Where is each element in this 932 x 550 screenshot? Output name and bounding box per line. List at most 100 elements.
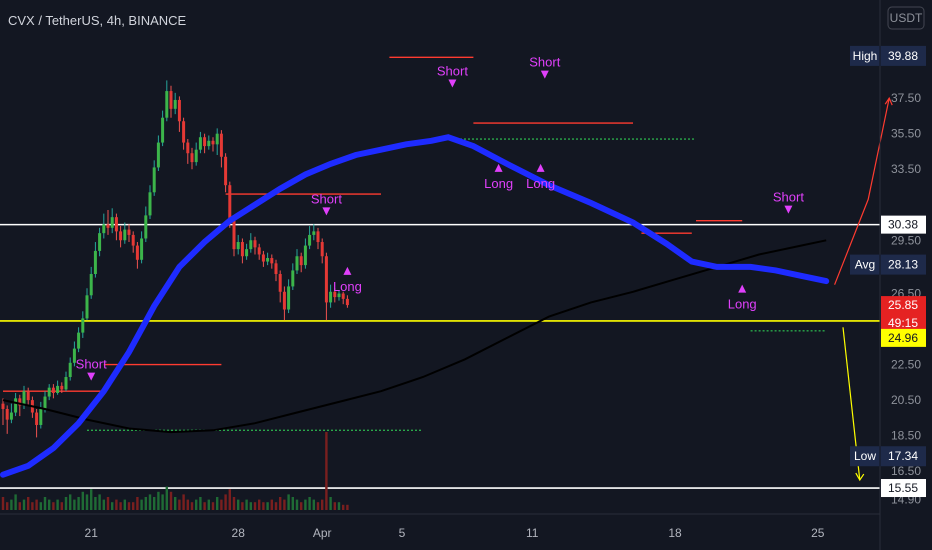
volume-bar: [69, 494, 72, 510]
volume-bar: [325, 432, 328, 510]
volume-bar: [321, 499, 324, 510]
y-tick-label: 35.50: [891, 127, 921, 141]
candle: [156, 135, 160, 171]
candle: [190, 147, 194, 170]
candle-body: [295, 256, 299, 271]
candle: [114, 213, 118, 241]
candle-body: [270, 258, 274, 264]
y-tick-label: 37.50: [891, 91, 921, 105]
candle-body: [127, 229, 131, 235]
x-tick-label: 11: [526, 526, 539, 540]
candle-body: [22, 391, 26, 406]
candle: [295, 249, 299, 274]
candle-body: [287, 286, 291, 310]
candle-body: [194, 149, 198, 163]
volume-bar: [1, 497, 5, 510]
candle: [89, 266, 93, 299]
candle-body: [228, 185, 232, 221]
candle: [299, 252, 303, 273]
candle-body: [51, 387, 55, 393]
candle-body: [308, 234, 312, 246]
volume-bar: [316, 502, 320, 510]
volume-bar: [287, 494, 290, 510]
candle-body: [148, 192, 152, 216]
signal-label: Short: [76, 357, 107, 372]
currency-button[interactable]: USDT: [887, 6, 925, 30]
volume-bar: [6, 502, 9, 510]
volume-bar: [195, 499, 198, 510]
x-tick-label: 25: [811, 526, 825, 540]
candle: [131, 231, 135, 253]
candle: [106, 210, 110, 235]
candle: [215, 128, 219, 155]
time-axis[interactable]: 21 28 Apr 5 11 18 25: [0, 513, 880, 540]
candle-body: [182, 121, 186, 143]
volume-bar: [241, 502, 244, 510]
candle-body: [110, 217, 114, 228]
candle: [77, 327, 81, 353]
badge-name: High: [853, 49, 878, 63]
price-axis[interactable]: 37.5035.5033.5029.5026.5022.5020.5018.50…: [879, 0, 921, 550]
candle-body: [190, 153, 194, 163]
candle-body: [203, 137, 207, 147]
level-price-tag-bg: [881, 479, 926, 498]
volume-bar: [203, 502, 206, 510]
candle-body: [291, 270, 295, 287]
candle-body: [85, 295, 89, 319]
candle: [261, 250, 265, 267]
support-price-tag-text: 24.96: [888, 331, 918, 345]
candle: [257, 243, 261, 260]
signal-long: Long: [484, 163, 513, 191]
level-price-tag-text: 15.55: [888, 481, 918, 495]
volume-bar: [165, 486, 168, 510]
volume-bar: [224, 494, 227, 510]
candle-body: [236, 242, 240, 250]
candle-body: [106, 224, 110, 228]
volume-bar: [77, 497, 80, 510]
signal-short: Short: [773, 190, 804, 214]
volume-bar: [207, 499, 210, 510]
candle-body: [114, 217, 118, 232]
candle-body: [5, 408, 9, 420]
candle: [219, 130, 223, 168]
candle: [98, 227, 102, 257]
candle: [324, 252, 328, 321]
y-tick-label: 16.50: [891, 464, 921, 478]
volume-bar: [144, 497, 147, 510]
candle: [182, 117, 186, 150]
volume-bar: [220, 499, 223, 510]
candle-body: [207, 140, 211, 147]
volume-bar: [266, 502, 269, 510]
volume-bar: [174, 497, 177, 510]
candle: [81, 311, 85, 338]
candle: [245, 243, 249, 260]
x-tick-label: 21: [85, 526, 99, 540]
volume-bar: [60, 502, 63, 510]
candle-body: [35, 412, 39, 425]
candle: [232, 217, 236, 257]
signal-arrow-up-icon: [494, 163, 503, 172]
candle-body: [211, 140, 215, 145]
volume-bar: [119, 502, 122, 510]
candle-body: [144, 215, 148, 239]
candle: [308, 226, 312, 250]
volume-bar: [178, 499, 181, 510]
volume-bar: [148, 494, 152, 510]
badge-name: Low: [854, 449, 876, 463]
candle-body: [333, 291, 337, 298]
volume-bar: [153, 497, 156, 510]
candle-body: [186, 142, 190, 154]
volume-layer: [1, 432, 349, 510]
candle: [341, 291, 345, 305]
candle-body: [274, 263, 278, 274]
volume-bar: [333, 502, 336, 510]
candle-body: [18, 398, 22, 406]
candle-body: [89, 274, 93, 296]
candle: [135, 242, 139, 269]
candle: [198, 131, 202, 154]
signal-label: Long: [728, 297, 757, 312]
candle-body: [219, 133, 223, 157]
volume-bar: [211, 502, 215, 510]
candle: [274, 259, 278, 282]
volume-bar: [127, 502, 131, 510]
